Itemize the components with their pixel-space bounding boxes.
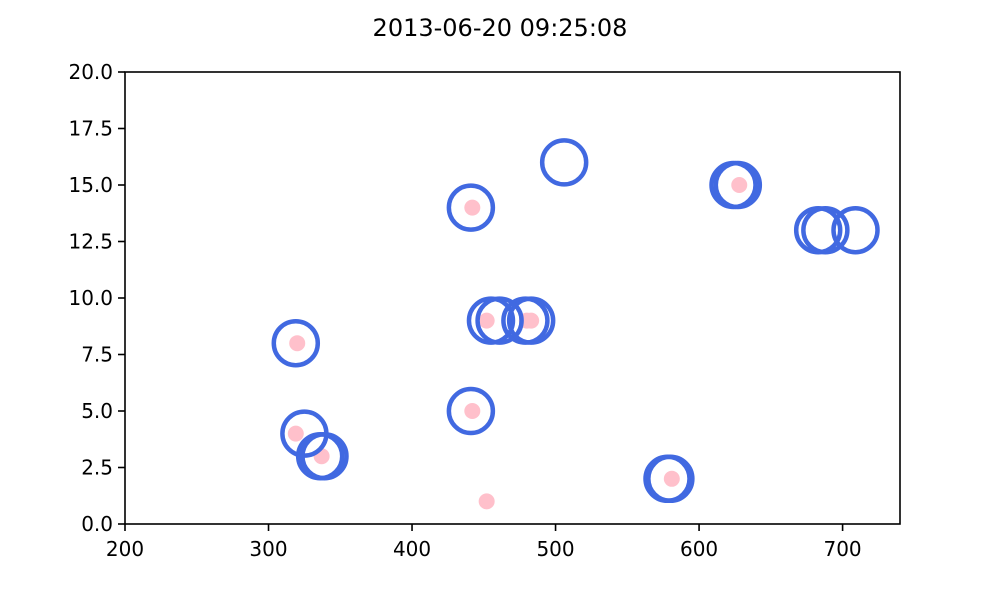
- pink-dot-9: [663, 470, 680, 487]
- blue-ring-9: [506, 296, 556, 345]
- y-tick-label-0: 0.0: [81, 512, 113, 536]
- blue-ring-12: [646, 454, 695, 504]
- pink-dot-7: [523, 312, 540, 329]
- x-tick-label-4: 600: [680, 537, 718, 561]
- y-tick-label-5: 12.5: [68, 230, 113, 254]
- y-tick-label-8: 20.0: [68, 60, 113, 84]
- y-tick-label-4: 10.0: [68, 286, 113, 310]
- pink-dot-8: [478, 493, 495, 510]
- blue-ring-0: [271, 318, 321, 368]
- blue-ring-7: [475, 296, 524, 345]
- pink-dot-4: [464, 403, 481, 419]
- y-tick-label-6: 15.0: [68, 173, 113, 197]
- x-tick-label-3: 500: [536, 537, 574, 561]
- x-tick-label-2: 400: [393, 537, 431, 561]
- plot-frame: [124, 71, 901, 525]
- pink-dot-3: [464, 199, 481, 216]
- blue-ring-5: [446, 386, 496, 436]
- axes: 200 300 400 500 600 700 0.0 2.5 5.0 7.5 10.0 12.5 15…: [68, 60, 901, 561]
- x-tick-label-1: 300: [249, 537, 287, 561]
- blue-ring-series: [271, 138, 880, 504]
- chart-title: 2013-06-20 09:25:08: [373, 14, 628, 42]
- blue-ring-10: [539, 138, 589, 187]
- pink-dot-0: [289, 335, 306, 352]
- x-tick-label-0: 200: [106, 537, 144, 561]
- blue-ring-17: [831, 205, 880, 255]
- blue-ring-4: [446, 183, 496, 232]
- x-tick-label-5: 700: [823, 537, 861, 561]
- blue-ring-14: [713, 160, 763, 210]
- pink-dot-1: [287, 425, 304, 442]
- pink-dot-10: [731, 177, 748, 193]
- blue-ring-3: [300, 431, 349, 481]
- y-tick-label-7: 17.5: [68, 117, 113, 141]
- y-tick-label-3: 7.5: [81, 343, 113, 367]
- y-tick-label-2: 5.0: [81, 399, 113, 423]
- pink-dot-5: [478, 312, 495, 329]
- y-tick-label-1: 2.5: [81, 456, 113, 480]
- blue-ring-16: [801, 205, 850, 255]
